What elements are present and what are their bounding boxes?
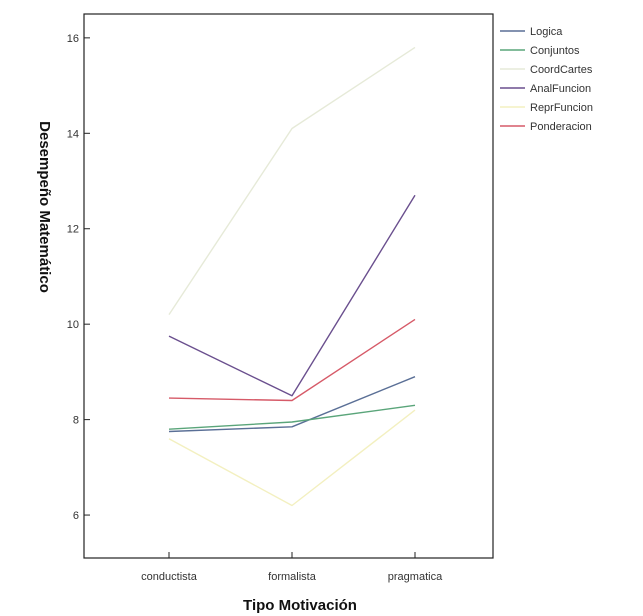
x-tick-label: formalista <box>268 571 317 583</box>
series-line-coordcartes <box>168 46 416 315</box>
y-tick-label: 10 <box>67 319 79 331</box>
series-line-reprfuncion <box>168 409 416 507</box>
y-tick-label: 6 <box>73 510 79 522</box>
x-tick-label: pragmatica <box>388 571 443 583</box>
y-tick-label: 8 <box>73 415 79 427</box>
series-line-logica <box>168 376 416 433</box>
legend-label: AnalFuncion <box>530 83 591 95</box>
plot-frame <box>83 13 494 559</box>
legend-label: Logica <box>530 26 563 38</box>
legend-label: CoordCartes <box>530 64 593 76</box>
series-line-analfuncion <box>168 194 416 397</box>
series-lines <box>168 46 416 507</box>
legend: Logica Conjuntos CoordCartes AnalFuncion Rep… <box>500 26 593 133</box>
y-tick-label: 16 <box>67 33 79 45</box>
series-line-conjuntos <box>168 404 416 430</box>
legend-label: Conjuntos <box>530 45 580 57</box>
legend-label: Ponderacion <box>530 121 592 133</box>
y-axis: 6 8 10 12 14 16 <box>67 33 90 522</box>
x-axis-title: Tipo Motivación <box>243 597 357 614</box>
legend-label: ReprFuncion <box>530 102 593 114</box>
series-line-ponderacion <box>168 318 416 402</box>
y-tick-label: 14 <box>67 128 79 140</box>
y-tick-label: 12 <box>67 224 79 236</box>
x-tick-label: conductista <box>141 571 198 583</box>
y-axis-title: Desempeño Matemático <box>36 121 53 293</box>
x-axis: conductista formalista pragmatica <box>141 552 443 583</box>
